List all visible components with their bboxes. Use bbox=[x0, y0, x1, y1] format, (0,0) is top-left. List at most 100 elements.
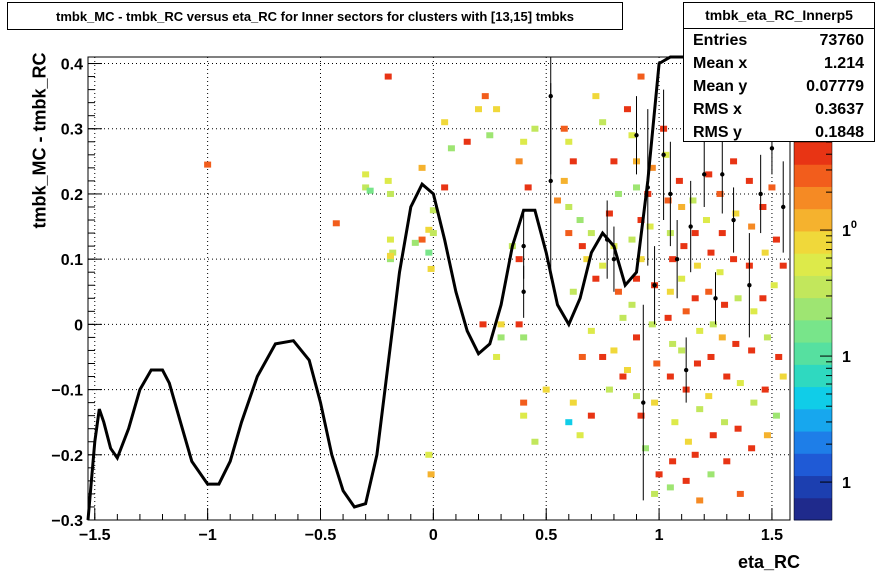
heatmap-cell bbox=[750, 399, 758, 406]
color-axis-ticks: 1 1 10 bbox=[820, 141, 857, 492]
stats-label: Mean y bbox=[693, 78, 748, 95]
heatmap-cell bbox=[691, 295, 699, 302]
heatmap-cell bbox=[734, 295, 742, 302]
heatmap-cell bbox=[707, 249, 715, 256]
heatmap-cell bbox=[748, 223, 756, 230]
heatmap-cell bbox=[761, 386, 769, 393]
error-point-marker bbox=[683, 367, 689, 373]
heatmap-cell bbox=[696, 327, 704, 334]
heatmap-cell bbox=[669, 340, 677, 347]
heatmap-cell bbox=[716, 190, 724, 197]
stats-row: Entries 73760 bbox=[684, 29, 874, 52]
x-axis-ticks: −1.5 −1 −0.5 0 0.5 1 1.5 bbox=[79, 508, 783, 544]
stats-label: Mean x bbox=[693, 55, 748, 72]
heatmap-cell bbox=[520, 334, 528, 341]
x-tick-label: −0.5 bbox=[305, 527, 337, 544]
stats-value: 0.07779 bbox=[806, 78, 864, 95]
heatmap-cell bbox=[651, 490, 659, 497]
heatmap-cell bbox=[768, 184, 776, 191]
heatmap-cell bbox=[779, 262, 787, 269]
heatmap-cell bbox=[775, 353, 783, 360]
heatmap-cell bbox=[427, 471, 435, 478]
heatmap-cell bbox=[463, 138, 471, 145]
heatmap-cell bbox=[599, 119, 607, 126]
heatmap-cell bbox=[497, 321, 505, 328]
heatmap-cell bbox=[515, 158, 523, 165]
heatmap-cell bbox=[707, 353, 715, 360]
heatmap-cell bbox=[637, 217, 645, 224]
heatmap-cell bbox=[610, 347, 618, 354]
heatmap-cell bbox=[565, 419, 573, 426]
error-bars bbox=[521, 57, 786, 501]
color-tick-exponent: 0 bbox=[851, 219, 857, 231]
color-tick-label: 1 bbox=[842, 475, 851, 492]
error-point-marker bbox=[702, 172, 707, 177]
heatmap-cell bbox=[637, 256, 645, 263]
heatmap-cell bbox=[520, 138, 528, 145]
heatmap-cell bbox=[425, 249, 433, 256]
heatmap-cell bbox=[709, 321, 717, 328]
heatmap-cell bbox=[682, 308, 690, 315]
heatmap-cell bbox=[748, 445, 756, 452]
error-point bbox=[720, 135, 725, 214]
heatmap-cell bbox=[384, 73, 392, 80]
heatmap-cell bbox=[515, 321, 523, 328]
heatmap-cell bbox=[664, 197, 672, 204]
heatmap-cell bbox=[682, 477, 690, 484]
heatmap-cell bbox=[716, 269, 724, 276]
heatmap-cell bbox=[730, 256, 738, 263]
heatmap-cell bbox=[772, 236, 780, 243]
heatmap-cell bbox=[633, 334, 641, 341]
error-point-marker bbox=[731, 217, 736, 223]
heatmap-cell bbox=[493, 106, 501, 113]
y-tick-label: 0.1 bbox=[61, 252, 83, 269]
x-tick-label: 1 bbox=[655, 527, 664, 544]
heatmap-cell bbox=[614, 190, 622, 197]
error-point-marker bbox=[758, 191, 763, 197]
heatmap-cell bbox=[565, 230, 573, 237]
stats-label: RMS y bbox=[693, 124, 742, 141]
heatmap-cell bbox=[610, 158, 618, 165]
heatmap-cell bbox=[493, 353, 501, 360]
heatmap-cell bbox=[684, 438, 692, 445]
error-point bbox=[731, 187, 736, 253]
x-tick-label: 1.5 bbox=[761, 527, 783, 544]
heatmap-cell bbox=[524, 184, 532, 191]
heatmap-cell bbox=[633, 275, 641, 282]
heatmap-cell bbox=[664, 314, 672, 321]
y-axis-label: tmbk_MC - tmbk_RC bbox=[30, 41, 51, 241]
error-point-marker bbox=[747, 283, 752, 288]
stats-row: Mean x 1.214 bbox=[684, 52, 874, 75]
heatmap-cell bbox=[680, 243, 688, 250]
palette-segment bbox=[794, 164, 832, 187]
heatmap-cell bbox=[628, 236, 636, 243]
error-point bbox=[611, 226, 617, 292]
heatmap-cell bbox=[721, 301, 729, 308]
error-point bbox=[641, 304, 646, 501]
heatmap-cell bbox=[204, 161, 212, 168]
heatmap-cell bbox=[599, 353, 607, 360]
heatmap-cell bbox=[705, 288, 713, 295]
heatmap-cell bbox=[653, 360, 661, 367]
heatmap-cell bbox=[761, 249, 769, 256]
palette-segment bbox=[794, 142, 832, 165]
heatmap-cell bbox=[569, 158, 577, 165]
error-point bbox=[781, 161, 786, 253]
heatmap-cell bbox=[748, 347, 756, 354]
heatmap-cell bbox=[696, 406, 704, 413]
heatmap-cell bbox=[332, 220, 340, 227]
y-tick-label: 0.4 bbox=[61, 57, 83, 74]
heatmap-cell bbox=[587, 327, 595, 334]
stats-value: 73760 bbox=[819, 32, 865, 49]
heatmap-cell bbox=[605, 210, 613, 217]
heatmap-cell bbox=[520, 399, 528, 406]
palette-segment bbox=[794, 431, 832, 454]
heatmap-cell bbox=[689, 197, 697, 204]
heatmap-cell bbox=[429, 207, 437, 214]
heatmap-cell bbox=[411, 239, 419, 246]
heatmap-cell bbox=[418, 236, 426, 243]
stats-value: 0.1848 bbox=[815, 124, 864, 141]
heatmap-cell bbox=[486, 132, 494, 139]
color-tick-label: 1 bbox=[842, 349, 851, 366]
heatmap-cell bbox=[481, 93, 489, 100]
